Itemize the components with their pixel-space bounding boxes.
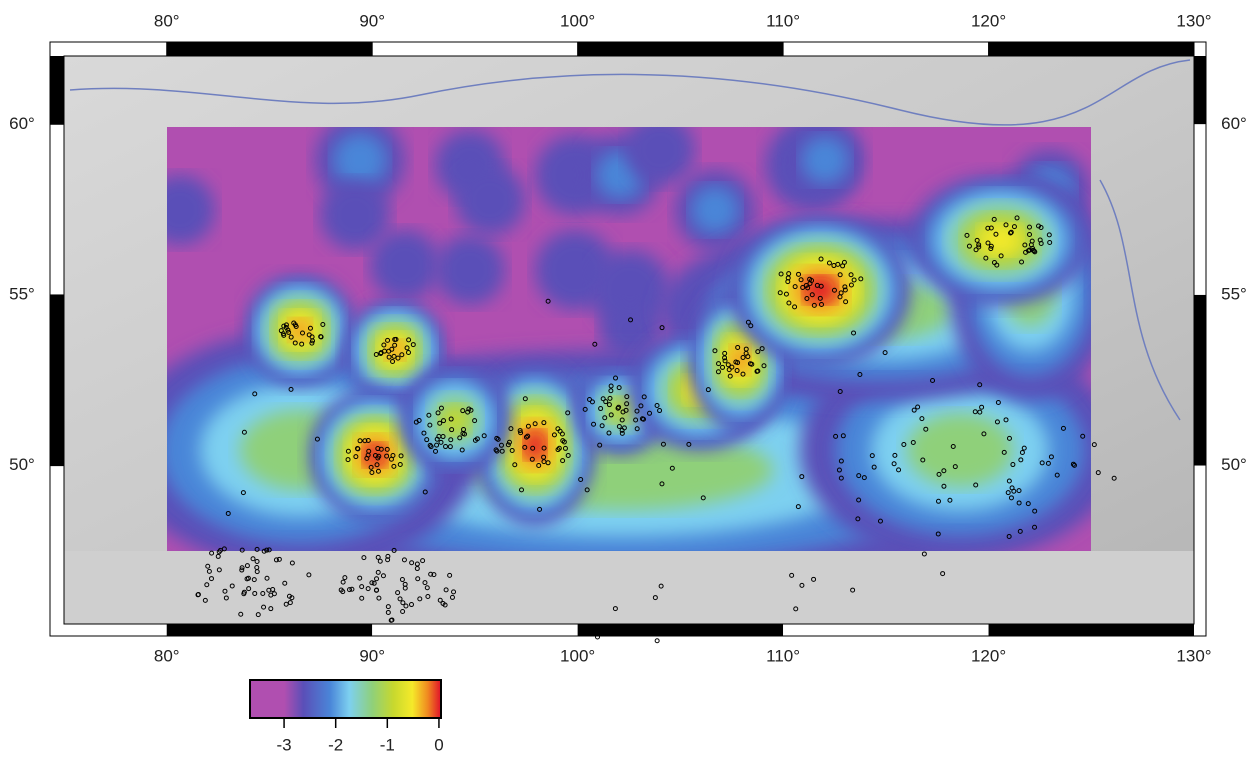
heat-blob [435,235,505,305]
colorbar-tick-label: 0 [434,735,443,754]
frame-bar [50,124,64,295]
heat-blob [370,230,440,300]
frame-bar [989,42,1194,56]
frame-bar [1194,295,1206,466]
frame-bar [1194,466,1206,624]
x-tick-label-top: 110° [766,11,800,30]
y-tick-label-right: 60° [1221,114,1247,133]
x-tick-label-bottom: 90° [359,646,385,665]
x-tick-label-bottom: 120° [971,646,1006,665]
frame-bar [50,295,64,466]
y-tick-label-left: 50° [9,455,35,474]
x-tick-label-top: 80° [154,11,180,30]
x-tick-label-bottom: 100° [560,646,595,665]
colorbar-tick-label: -1 [380,735,395,754]
frame-bar [50,466,64,624]
x-tick-label-top: 130° [1176,11,1211,30]
frame-bar [372,42,577,56]
frame-bar [783,42,988,56]
x-tick-label-top: 120° [971,11,1006,30]
frame-bar [64,624,167,636]
frame-bar [783,624,988,636]
colorbar-tick-label: -2 [328,735,343,754]
heat-blob [333,133,387,187]
heat-blob [320,180,390,250]
event-dot [655,639,659,643]
heat-blob [979,225,1021,255]
heat-blob [691,186,739,234]
heat-blob [364,444,387,467]
y-tick-label-right: 55° [1221,284,1247,303]
frame-bar [989,624,1194,636]
y-tick-label-left: 60° [9,114,35,133]
frame-bar [64,42,167,56]
colorbar-tick-label: -3 [277,735,292,754]
y-tick-label-right: 50° [1221,455,1247,474]
heatmap [120,115,1120,590]
x-tick-label-bottom: 80° [154,646,180,665]
x-tick-label-top: 100° [560,11,595,30]
frame-bar [167,42,372,56]
frame-bar [578,42,783,56]
y-tick-label-left: 55° [9,284,35,303]
frame-bar [167,624,372,636]
x-tick-label-top: 90° [359,11,385,30]
heat-blob [608,398,633,423]
page: 80° 80° 90° 90° 100° 100° 110° 110° 120° 120° 130°… [0,0,1259,760]
heat-blob [801,136,849,184]
x-tick-label-bottom: 130° [1176,646,1211,665]
colorbar [250,680,441,718]
heat-blob [730,346,750,374]
heat-blob [455,165,525,235]
frame-bar [1194,124,1206,295]
frame-bar [50,56,64,124]
x-tick-label-bottom: 110° [766,646,800,665]
frame-bar [1194,56,1206,124]
frame-bar [578,624,783,636]
frame-bar [372,624,577,636]
map: 80° 80° 90° 90° 100° 100° 110° 110° 120° 120° 130°… [0,0,1259,760]
